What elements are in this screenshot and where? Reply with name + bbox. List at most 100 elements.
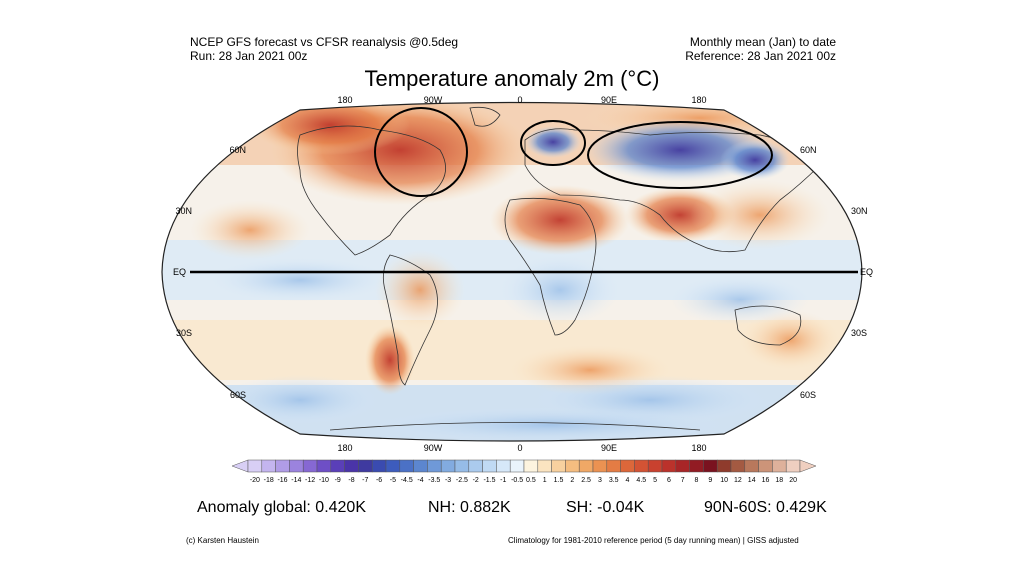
colorbar-swatch [454,459,470,473]
colorbar-swatch [565,459,580,473]
colorbar-swatch [537,459,552,473]
colorbar-swatch [289,459,304,473]
colorbar-label: -18 [264,477,274,484]
colorbar-label: -1 [500,477,506,484]
colorbar-label: 6 [667,477,671,484]
colorbar-swatch [399,459,414,473]
stat-band: 90N-60S: 0.429K [704,499,827,516]
colorbar-label: 20 [789,477,797,484]
colorbar-swatch [772,459,787,473]
colorbar-swatch [358,459,373,473]
colorbar-label: -12 [305,477,315,484]
colorbar-label: -3 [445,477,451,484]
colorbar-swatch [551,459,566,473]
colorbar-swatch [496,459,511,473]
colorbar-label: 3.5 [609,477,619,484]
colorbar-label: -16 [277,477,287,484]
colorbar-label: -2.5 [456,477,468,484]
header-left: NCEP GFS forecast vs CFSR reanalysis @0.… [190,35,458,63]
colorbar-label: 3 [598,477,602,484]
colorbar-label: 1 [543,477,547,484]
colorbar-max-arrow [799,459,817,473]
colorbar-label: -6 [376,477,382,484]
colorbar-label: -2 [473,477,479,484]
credit: (c) Karsten Haustein [186,536,259,545]
colorbar-swatch [634,459,649,473]
colorbar-swatch [606,459,621,473]
colorbar-swatch [730,459,746,473]
model-description: NCEP GFS forecast vs CFSR reanalysis @0.… [190,35,459,49]
colorbar-swatch [647,459,663,473]
colorbar-label: 7 [681,477,685,484]
colorbar-label: 4.5 [636,477,646,484]
colorbar-swatch [316,459,332,473]
lon-label: 180 [337,443,352,453]
lon-label: 90W [424,95,443,105]
colorbar-swatch [509,459,525,473]
lat-label: 60S [230,390,246,400]
colorbar-swatch [758,459,773,473]
colorbar-swatch [716,459,732,473]
lon-label: 90E [601,95,617,105]
lat-label: 30N [175,206,192,216]
colorbar-label: -20 [250,477,260,484]
ellipse-scandinavia [520,120,586,166]
lon-label: 0 [517,443,522,453]
colorbar-swatch [689,459,704,473]
colorbar-label: -10 [319,477,329,484]
colorbar-label: -8 [348,477,354,484]
colorbar-swatch [482,459,497,473]
lat-label: 30S [176,328,192,338]
colorbar-swatch [275,459,290,473]
colorbar-swatch [413,459,428,473]
anomaly-field [162,102,862,441]
coastlines [297,106,821,431]
lat-label: 60N [229,145,246,155]
colorbar-swatch [302,459,318,473]
period-description: Monthly mean (Jan) to date [689,35,836,49]
lat-label: 60N [800,145,817,155]
colorbar-swatch [523,459,539,473]
colorbar-label: -14 [291,477,301,484]
ellipse-siberia [587,121,773,189]
lat-label: 60S [800,390,816,400]
colorbar-swatch [261,459,276,473]
colorbar-swatch [675,459,690,473]
lon-label: 180 [691,95,706,105]
lon-label: 90W [424,443,443,453]
colorbar-label: 8 [695,477,699,484]
colorbar-swatch [578,459,594,473]
lat-label: EQ [173,267,186,277]
colorbar: -20 -18 -16 -14 -12 -10 -9 -8 -7 -6 -5 -4.5 -4 -3.5 -3… [231,459,817,484]
map-title: Temperature anomaly 2m (°C) [364,66,660,91]
globe-outline [161,101,863,442]
stat-global: Anomaly global: 0.420K [197,499,366,516]
colorbar-swatch [330,459,345,473]
colorbar-label: 9 [708,477,712,484]
colorbar-swatch [385,459,401,473]
colorbar-label: 14 [748,477,756,484]
colorbar-swatch [247,459,263,473]
colorbar-swatch [468,459,483,473]
colorbar-min-arrow [231,459,249,473]
reference-time: Reference: 28 Jan 2021 00z [685,49,836,63]
lat-label: EQ [860,267,873,277]
colorbar-label: 4 [626,477,630,484]
ellipse-north-america [374,107,468,197]
colorbar-label: 10 [720,477,728,484]
colorbar-label: -7 [362,477,368,484]
stat-nh: NH: 0.882K [428,499,511,516]
colorbar-swatch [703,459,718,473]
colorbar-swatch [785,459,801,473]
colorbar-swatch [371,459,387,473]
colorbar-swatch [592,459,608,473]
colorbar-label: -9 [335,477,341,484]
lon-label: 180 [337,95,352,105]
colorbar-label: -0.5 [511,477,523,484]
colorbar-label: 2.5 [581,477,591,484]
colorbar-label: 5 [653,477,657,484]
colorbar-label: 18 [775,477,783,484]
header-right: Monthly mean (Jan) to date Reference: 28… [685,35,836,63]
colorbar-label: -4 [417,477,423,484]
colorbar-swatch [427,459,442,473]
